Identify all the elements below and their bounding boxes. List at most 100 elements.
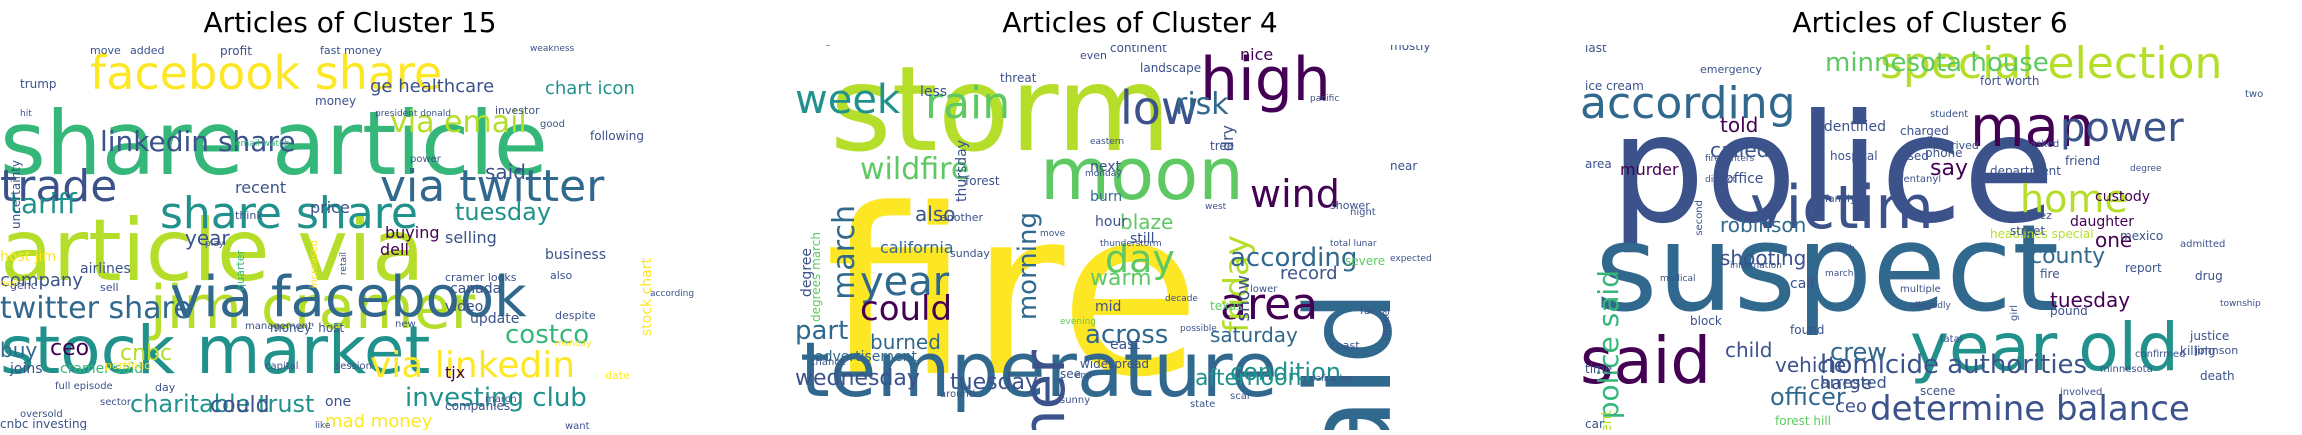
cloud-word: emergency	[1700, 63, 1762, 76]
cloud-word: scar	[1230, 391, 1251, 402]
cloud-word: dell	[380, 240, 409, 259]
cloud-word: day	[1105, 237, 1175, 281]
cloud-word: year old	[1910, 309, 2179, 386]
cloud-word: evening	[1060, 317, 1097, 327]
cloud-word: facebook share	[90, 46, 443, 100]
cloud-word: article via	[0, 201, 425, 301]
cloud-word: uncertainty	[9, 160, 23, 229]
cloud-word: gehc	[10, 279, 37, 292]
cloud-word: charge	[1810, 373, 1872, 394]
cloud-word: nice	[1240, 45, 1274, 64]
cloud-word: across	[1085, 320, 1169, 350]
cloud-word: weakness	[530, 45, 575, 54]
cloud-word: temperature	[800, 325, 1278, 414]
wordcloud-panel-2: Articles of Cluster 4 fire storm said tempe…	[790, 0, 1490, 435]
cloud-word: money	[315, 94, 357, 108]
cloud-word: cramer looks	[445, 271, 517, 284]
cloud-word: time	[1585, 362, 1613, 376]
cloud-word: girl	[2009, 305, 2020, 322]
wordcloud-panel-1: Articles of Cluster 15 share article arti…	[0, 0, 700, 435]
cloud-word: area	[1220, 279, 1319, 330]
cloud-word: share article	[0, 92, 548, 195]
panel-title: Articles of Cluster 6	[1792, 6, 2068, 39]
cloud-word: hit	[20, 109, 32, 119]
cloud-word: ramirez	[2010, 209, 2052, 222]
cloud-word: sector	[100, 397, 132, 408]
cloud-word: end	[1075, 371, 1092, 381]
cloud-word: suspect	[1595, 200, 2060, 339]
cloud-word: ceo	[50, 336, 90, 361]
cloud-word: want	[565, 421, 590, 431]
cloud-word: canada	[450, 281, 502, 297]
cloud-word: told	[1720, 113, 1759, 137]
cloud-word: see	[1060, 367, 1082, 381]
cloud-word: hospital	[1830, 149, 1878, 163]
cloud-word: high	[1200, 45, 1331, 115]
cloud-word: possible	[1180, 324, 1217, 334]
cloud-word: chance	[810, 357, 846, 368]
cloud-word: headlines special	[1990, 227, 2094, 241]
cloud-word: charged	[1900, 124, 1949, 138]
word-cloud: firestormsaidtemperaturemoonhighweatherl…	[790, 45, 1490, 430]
cloud-word: department	[1990, 164, 2061, 178]
cloud-word: cnbc	[120, 341, 173, 366]
cloud-word: scene	[1920, 384, 1956, 398]
cloud-word: video	[445, 299, 484, 315]
cloud-word: day	[155, 381, 176, 394]
cloud-word: found	[1790, 323, 1825, 337]
cloud-word: date	[605, 369, 630, 382]
cloud-word: warm	[1090, 266, 1152, 291]
cloud-word: price	[310, 198, 350, 217]
cloud-word: one	[2095, 228, 2133, 252]
cloud-word: lower	[1250, 284, 1278, 295]
cloud-word: car	[1585, 417, 1604, 430]
cloud-word: forest	[965, 174, 1000, 188]
cloud-word: family	[1825, 194, 1856, 205]
cloud-word: involved	[2060, 387, 2103, 398]
cloud-word: daughter	[2070, 214, 2134, 230]
cloud-word: state	[1190, 399, 1216, 410]
cloud-word: trump	[20, 77, 57, 91]
cloud-word: rain	[925, 78, 1011, 129]
cloud-word: cramer said	[60, 361, 144, 377]
cloud-word: police said	[1592, 270, 1625, 420]
cloud-word: mid	[1095, 299, 1122, 315]
cloud-word: march	[827, 205, 862, 300]
cloud-word: pacific	[1310, 94, 1340, 104]
cloud-word: buying	[385, 223, 440, 242]
cloud-word: robinson	[1720, 213, 1807, 237]
cloud-word: update	[470, 311, 520, 327]
cloud-word: portfolio	[105, 359, 151, 372]
cloud-word: homicide authorities	[1820, 350, 2088, 380]
cloud-word: business	[545, 247, 607, 263]
cloud-word: continent	[1110, 45, 1167, 55]
cloud-word: make	[1379, 310, 1392, 341]
cloud-word: capital	[265, 361, 299, 372]
cloud-word: forest hill	[1775, 414, 1831, 428]
cloud-word: arrested	[1820, 373, 1887, 392]
wordcloud-panel-3: Articles of Cluster 6 police suspect victi…	[1580, 0, 2280, 435]
cloud-word: investor	[495, 104, 540, 117]
cloud-word: officer	[1770, 383, 1846, 411]
cloud-word: tuesday	[455, 198, 552, 226]
cloud-word: monday	[1085, 169, 1122, 179]
cloud-word: decade	[1165, 294, 1198, 304]
cloud-word: two	[2245, 89, 2264, 100]
cloud-word: cnbc investing	[0, 417, 88, 430]
cloud-word: oversold	[20, 409, 63, 420]
cloud-word: tjx	[445, 363, 466, 382]
cloud-word: fatal	[1940, 334, 1963, 345]
cloud-word: trade	[0, 161, 118, 212]
cloud-word: following	[590, 129, 644, 143]
cloud-word: confirmed	[2135, 349, 2186, 360]
cloud-word: county	[2030, 244, 2106, 269]
cloud-word: said	[485, 160, 526, 184]
cloud-word: another	[940, 211, 984, 224]
cloud-word: play	[205, 239, 225, 249]
cloud-word: mad money	[325, 411, 433, 431]
cloud-word: burned	[870, 330, 941, 354]
cloud-word: street	[2010, 224, 2046, 238]
cloud-word: burn	[1090, 189, 1123, 205]
cloud-word: could	[860, 289, 953, 329]
cloud-word: degrees march	[809, 232, 823, 323]
